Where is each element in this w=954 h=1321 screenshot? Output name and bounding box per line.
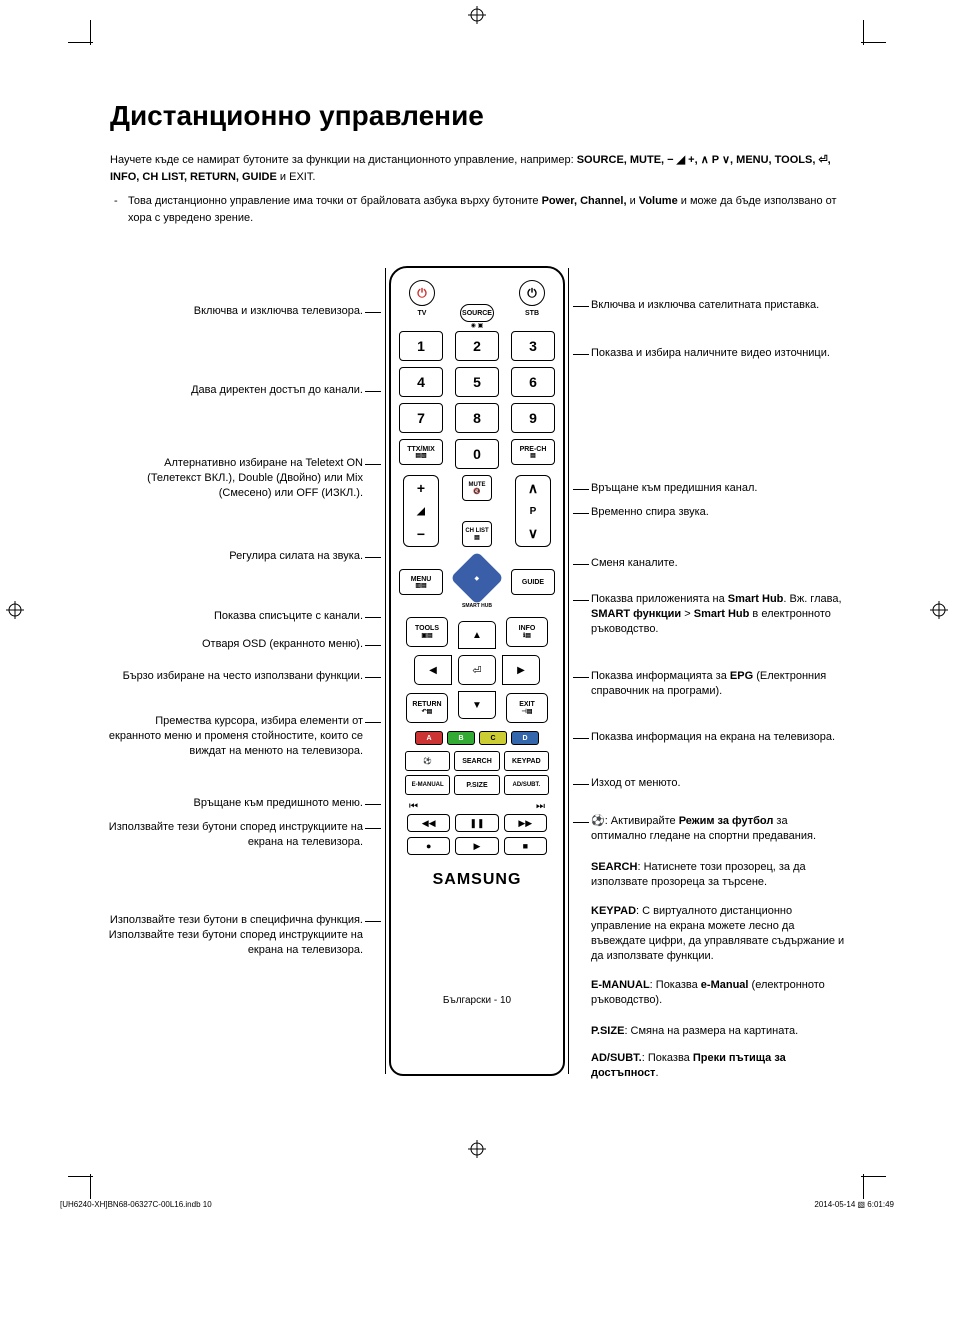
- callout-cursor: Премества курсора, избира елементи от ек…: [108, 714, 363, 759]
- source-button[interactable]: SOURCE: [460, 304, 494, 322]
- callout-power-tv: Включва и изключва телевизора.: [108, 304, 363, 319]
- callout-info: Показва информация на екрана на телевизо…: [591, 730, 846, 745]
- callout-abcd: Използвайте тези бутони според инструкци…: [108, 820, 363, 850]
- num-6-button[interactable]: 6: [511, 367, 555, 397]
- print-footer: [UH6240-XH]BN68-06327C-00L16.indb 10 201…: [0, 1196, 954, 1219]
- callout-exit: Изход от менюто.: [591, 776, 846, 791]
- adsubt-button[interactable]: AD/SUBT.: [504, 775, 549, 795]
- tv-label: TV: [418, 310, 427, 317]
- callout-guide: Показва информацията за EPG (Електронния…: [591, 669, 846, 699]
- callout-ttx: Алтернативно избиране на Teletext ON (Те…: [108, 456, 363, 501]
- callout-numbers: Дава директен достъп до канали.: [108, 383, 363, 398]
- tools-button[interactable]: TOOLS▣▤: [406, 617, 448, 647]
- stb-label: STB: [525, 310, 539, 317]
- record-button[interactable]: ●: [407, 837, 450, 855]
- stop-button[interactable]: ■: [504, 837, 547, 855]
- bullet-note: - Това дистанционно управление има точки…: [110, 193, 844, 226]
- callout-mute: Временно спира звука.: [591, 505, 846, 520]
- color-a-button[interactable]: A: [415, 731, 443, 745]
- ffwd-button[interactable]: ▶▶: [504, 814, 547, 832]
- num-2-button[interactable]: 2: [455, 331, 499, 361]
- return-button[interactable]: RETURN↶▤: [406, 693, 448, 723]
- num-7-button[interactable]: 7: [399, 403, 443, 433]
- menu-button[interactable]: MENU▥▤: [399, 569, 443, 595]
- source-sub-icon: ◉ ▣: [471, 322, 484, 329]
- callout-psize: P.SIZE: Смяна на размера на картината.: [591, 1024, 846, 1039]
- num-9-button[interactable]: 9: [511, 403, 555, 433]
- footer-file: [UH6240-XH]BN68-06327C-00L16.indb 10: [60, 1200, 212, 1209]
- search-button[interactable]: SEARCH: [454, 751, 499, 771]
- callout-source: Показва и избира наличните видео източни…: [591, 346, 846, 361]
- callout-adsubt: AD/SUBT.: Показва Преки пътища за достъп…: [591, 1051, 846, 1081]
- page-number: Български - 10: [443, 995, 511, 1006]
- volume-rocker[interactable]: + ◢ −: [403, 475, 439, 547]
- prech-button[interactable]: PRE-CH▤: [511, 439, 555, 465]
- registration-mark-icon: [467, 1139, 487, 1159]
- num-0-button[interactable]: 0: [455, 439, 499, 469]
- footer-date: 2014-05-14 ▧ 6:01:49: [814, 1200, 894, 1209]
- info-button[interactable]: INFOℹ▤: [506, 617, 548, 647]
- num-8-button[interactable]: 8: [455, 403, 499, 433]
- mute-button[interactable]: MUTE🔇: [462, 475, 492, 501]
- num-3-button[interactable]: 3: [511, 331, 555, 361]
- enter-button[interactable]: ⏎: [458, 655, 496, 685]
- power-tv-button[interactable]: ⏻: [409, 280, 435, 306]
- callout-prech: Връщане към предишния канал.: [591, 481, 846, 496]
- callout-channel: Сменя каналите.: [591, 556, 846, 571]
- nav-down-button[interactable]: ▼: [458, 691, 496, 719]
- remote-outline: ⏻ TV SOURCE ◉ ▣ ⏻ STB 123 456 789: [389, 266, 565, 1076]
- callout-smarthub: Показва приложенията на Smart Hub. Вж. г…: [591, 592, 846, 637]
- callout-football: ⚽: Активирайте Режим за футбол за оптима…: [591, 814, 846, 844]
- nav-right-button[interactable]: ▶: [502, 655, 540, 685]
- exit-button[interactable]: EXIT⊣▤: [506, 693, 548, 723]
- intro-text: Научете къде се намират бутоните за функ…: [110, 152, 844, 185]
- callout-return: Връщане към предишното меню.: [108, 796, 363, 811]
- ttx-button[interactable]: TTX/MIX▤▧: [399, 439, 443, 465]
- page-title: Дистанционно управление: [110, 100, 844, 132]
- callout-media: Използвайте тези бутони в специфична фун…: [108, 913, 363, 958]
- remote-diagram: Включва и изключва телевизора. Дава дире…: [110, 266, 844, 1076]
- guide-button[interactable]: GUIDE: [511, 569, 555, 595]
- callout-search: SEARCH: Натиснете този прозорец, за да и…: [591, 860, 846, 890]
- nav-left-button[interactable]: ◀: [414, 655, 452, 685]
- keypad-button[interactable]: KEYPAD: [504, 751, 549, 771]
- channel-rocker[interactable]: ∧ P ∨: [515, 475, 551, 547]
- color-c-button[interactable]: C: [479, 731, 507, 745]
- skip-row: ⏮ ⏭: [409, 801, 545, 812]
- psize-button[interactable]: P.SIZE: [454, 775, 499, 795]
- callout-power-stb: Включва и изключва сателитната приставка…: [591, 298, 846, 313]
- callout-volume: Регулира силата на звука.: [108, 549, 363, 564]
- football-button[interactable]: ⚽: [405, 751, 450, 771]
- callout-menu: Отваря OSD (екранното меню).: [108, 637, 363, 652]
- callout-tools: Бързо избиране на често използвани функц…: [108, 669, 363, 684]
- callout-chlist: Показва списъците с канали.: [108, 609, 363, 624]
- emanual-button[interactable]: E-MANUAL: [405, 775, 450, 795]
- power-stb-button[interactable]: ⏻: [519, 280, 545, 306]
- nav-pad: TOOLS▣▤ INFOℹ▤ ▲ ◀ ⏎ ▶ ▼ RETURN↶▤ EXIT⊣▤: [402, 615, 552, 725]
- skip-fwd-icon[interactable]: ⏭: [536, 801, 545, 812]
- num-1-button[interactable]: 1: [399, 331, 443, 361]
- rewind-button[interactable]: ◀◀: [407, 814, 450, 832]
- nav-up-button[interactable]: ▲: [458, 621, 496, 649]
- pause-button[interactable]: ❚❚: [455, 814, 498, 832]
- color-b-button[interactable]: B: [447, 731, 475, 745]
- num-4-button[interactable]: 4: [399, 367, 443, 397]
- chlist-button[interactable]: CH LIST▤: [462, 521, 492, 547]
- num-5-button[interactable]: 5: [455, 367, 499, 397]
- color-d-button[interactable]: D: [511, 731, 539, 745]
- callout-keypad: KEYPAD: С виртуалното дистанционно управ…: [591, 904, 846, 963]
- skip-back-icon[interactable]: ⏮: [409, 801, 418, 812]
- smart-hub-label: SMART HUB: [462, 603, 492, 609]
- play-button[interactable]: ▶: [455, 837, 498, 855]
- brand-label: SAMSUNG: [399, 871, 555, 889]
- smart-hub-button[interactable]: ◆: [450, 551, 504, 605]
- callout-emanual: E-MANUAL: Показва e-Manual (електронното…: [591, 978, 846, 1008]
